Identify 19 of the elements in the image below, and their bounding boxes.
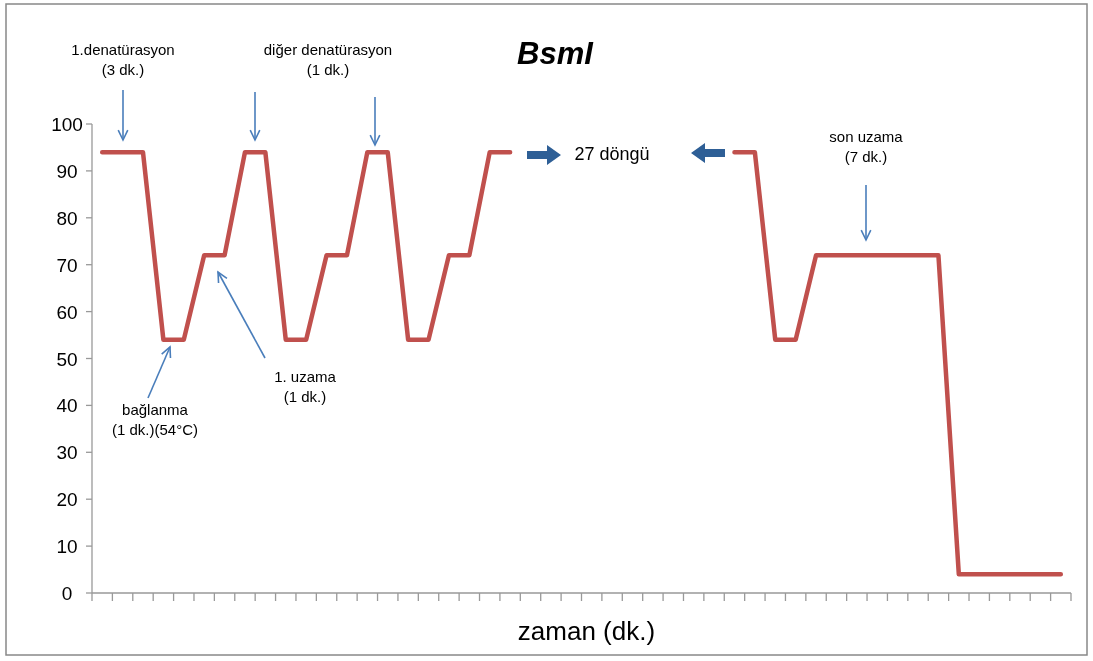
y-tick-label: 60 <box>56 301 78 323</box>
y-tick-label: 90 <box>56 160 78 182</box>
y-tick-label: 80 <box>56 207 78 229</box>
annotation: bağlanma (1 dk.)(54°C) <box>111 401 199 438</box>
x-axis-title: zaman (dk.) <box>517 616 656 646</box>
y-tick-label: 50 <box>56 348 78 370</box>
y-tick-label: 0 <box>61 583 73 604</box>
annotation: son uzama (7 dk.) <box>829 128 904 165</box>
y-tick-label: 10 <box>56 536 78 558</box>
y-tick-label: 20 <box>56 489 78 511</box>
y-tick-label: 100 <box>51 114 83 135</box>
y-tick-label: 40 <box>56 395 78 417</box>
annotation: 1. uzama (1 dk.) <box>274 368 337 405</box>
y-tick-label: 70 <box>56 254 78 276</box>
y-tick-label: 30 <box>56 442 78 464</box>
chart-title: BsmI <box>517 36 595 71</box>
text: 1.denatürasyon (3 dk.) <box>71 41 175 78</box>
annotation: 27 döngü <box>574 144 650 164</box>
text: diğer denatürasyon (1 dk.) <box>263 41 393 78</box>
